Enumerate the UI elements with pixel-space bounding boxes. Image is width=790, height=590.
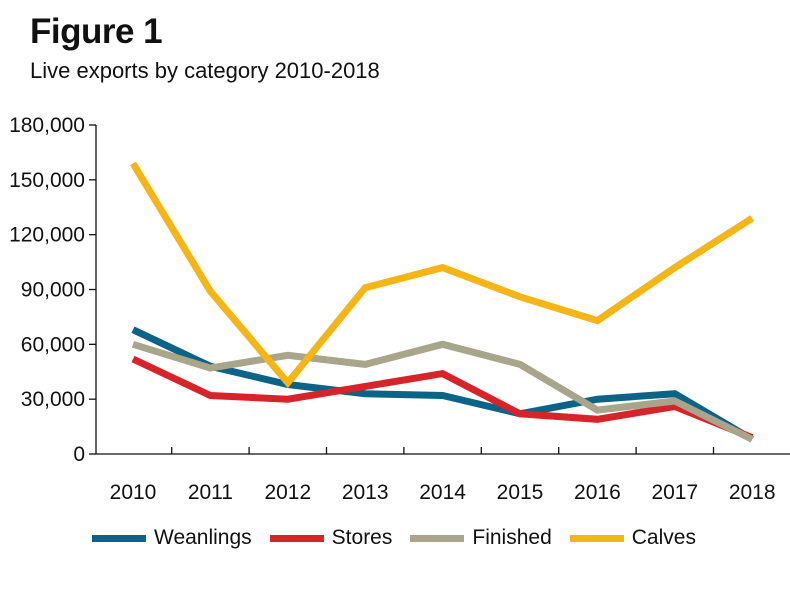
x-tick-label: 2017 bbox=[651, 481, 698, 504]
x-tick-label: 2011 bbox=[188, 481, 233, 504]
y-tick-label: 180,000 bbox=[9, 114, 85, 137]
series-line-finished bbox=[131, 340, 754, 443]
x-tick-label: 2018 bbox=[729, 481, 776, 504]
x-tick-label: 2015 bbox=[497, 481, 544, 504]
x-tick-label: 2016 bbox=[574, 481, 621, 504]
x-axis-tick-labels: 2010 2011 2012 2013 2014 2015 2016 2017 2018 bbox=[110, 481, 776, 504]
legend-swatch bbox=[269, 534, 324, 542]
y-tick-label: 0 bbox=[73, 443, 85, 466]
y-tick-label: 90,000 bbox=[21, 279, 85, 302]
legend-swatch bbox=[92, 534, 146, 542]
legend-label: Stores bbox=[331, 526, 393, 549]
series-line-stores bbox=[131, 355, 754, 441]
x-tick-label: 2012 bbox=[264, 481, 311, 504]
legend-label: Finished bbox=[472, 526, 552, 549]
legend-label: Calves bbox=[631, 526, 696, 549]
chart-subtitle: Live exports by category 2010-2018 bbox=[30, 58, 380, 83]
y-tick-label: 120,000 bbox=[9, 224, 85, 247]
x-tick-label: 2014 bbox=[419, 481, 466, 504]
series-line-calves bbox=[130, 161, 755, 389]
x-tick-label: 2010 bbox=[110, 481, 157, 504]
legend-swatch bbox=[569, 534, 624, 542]
y-tick-label: 30,000 bbox=[21, 388, 85, 411]
series-lines bbox=[130, 161, 755, 443]
legend-label: Weanlings bbox=[154, 526, 252, 549]
y-tick-label: 60,000 bbox=[21, 333, 85, 356]
legend-item-stores: Stores bbox=[269, 526, 393, 550]
x-tick-label: 2013 bbox=[342, 481, 389, 504]
chart-title: Figure 1 bbox=[30, 12, 163, 51]
legend: Weanlings Stores Finished Calves bbox=[92, 526, 714, 550]
axes bbox=[89, 124, 790, 455]
legend-swatch bbox=[410, 534, 465, 542]
legend-item-weanlings: Weanlings bbox=[92, 526, 252, 550]
series-line-weanlings bbox=[131, 326, 754, 443]
legend-item-finished: Finished bbox=[410, 526, 552, 550]
y-axis-tick-labels: 0 30,000 60,000 90,000 120,000 150,000 180,000 bbox=[9, 114, 85, 466]
legend-item-calves: Calves bbox=[569, 526, 696, 550]
y-tick-label: 150,000 bbox=[9, 169, 85, 192]
